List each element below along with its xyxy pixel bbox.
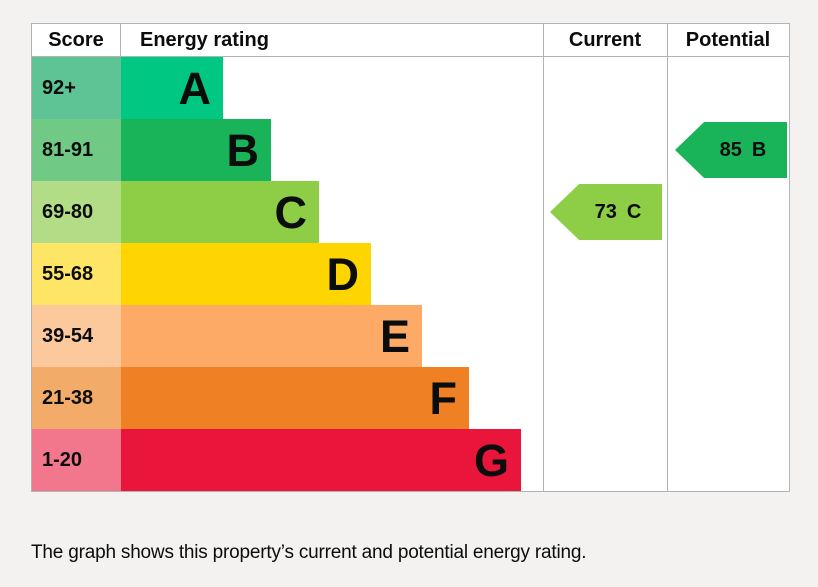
score-column-header: Score — [32, 24, 121, 56]
epc-rating-chart: Score Energy rating Current Potential 92… — [31, 23, 790, 492]
band-letter: C — [274, 186, 308, 238]
score-range-label: 92+ — [32, 57, 121, 119]
score-range-label: 81-91 — [32, 119, 121, 181]
band-letter: F — [429, 372, 458, 424]
band-bar-a: A — [121, 57, 223, 119]
potential-band-letter: B — [751, 138, 767, 161]
band-row-c: 69-80 C — [32, 181, 789, 243]
chart-caption: The graph shows this property’s current … — [31, 542, 587, 563]
energy-rating-column-header: Energy rating — [140, 28, 269, 51]
score-range-label: 55-68 — [32, 243, 121, 305]
band-row-a: 92+ A — [32, 57, 789, 119]
band-row-f: 21-38 F — [32, 367, 789, 429]
band-letter: E — [379, 310, 410, 362]
current-score-value: 73 — [594, 200, 617, 223]
band-row-b: 81-91 B — [32, 119, 789, 181]
band-row-e: 39-54 E — [32, 305, 789, 367]
chart-header-row: Score Energy rating Current Potential — [32, 24, 789, 57]
band-bar-f: F — [121, 367, 469, 429]
band-bar-e: E — [121, 305, 422, 367]
band-letter: B — [226, 124, 260, 176]
band-letter: G — [473, 434, 509, 486]
current-band-letter: C — [626, 200, 642, 223]
potential-column-divider — [667, 24, 668, 491]
score-range-label: 1-20 — [32, 429, 121, 491]
band-row-d: 55-68 D — [32, 243, 789, 305]
band-bar-b: B — [121, 119, 271, 181]
band-letter: A — [178, 62, 212, 114]
band-bar-d: D — [121, 243, 371, 305]
band-rows: 92+ A 81-91 B 69-80 C 55-68 D 39-54 — [32, 57, 789, 491]
score-range-label: 39-54 — [32, 305, 121, 367]
current-column-header: Current — [568, 28, 642, 51]
score-range-label: 69-80 — [32, 181, 121, 243]
current-column-divider — [543, 24, 544, 491]
score-range-label: 21-38 — [32, 367, 121, 429]
band-letter: D — [326, 248, 360, 300]
potential-column-header: Potential — [685, 28, 771, 51]
band-bar-c: C — [121, 181, 319, 243]
band-bar-g: G — [121, 429, 521, 491]
band-row-g: 1-20 G — [32, 429, 789, 491]
potential-score-value: 85 — [719, 138, 742, 161]
